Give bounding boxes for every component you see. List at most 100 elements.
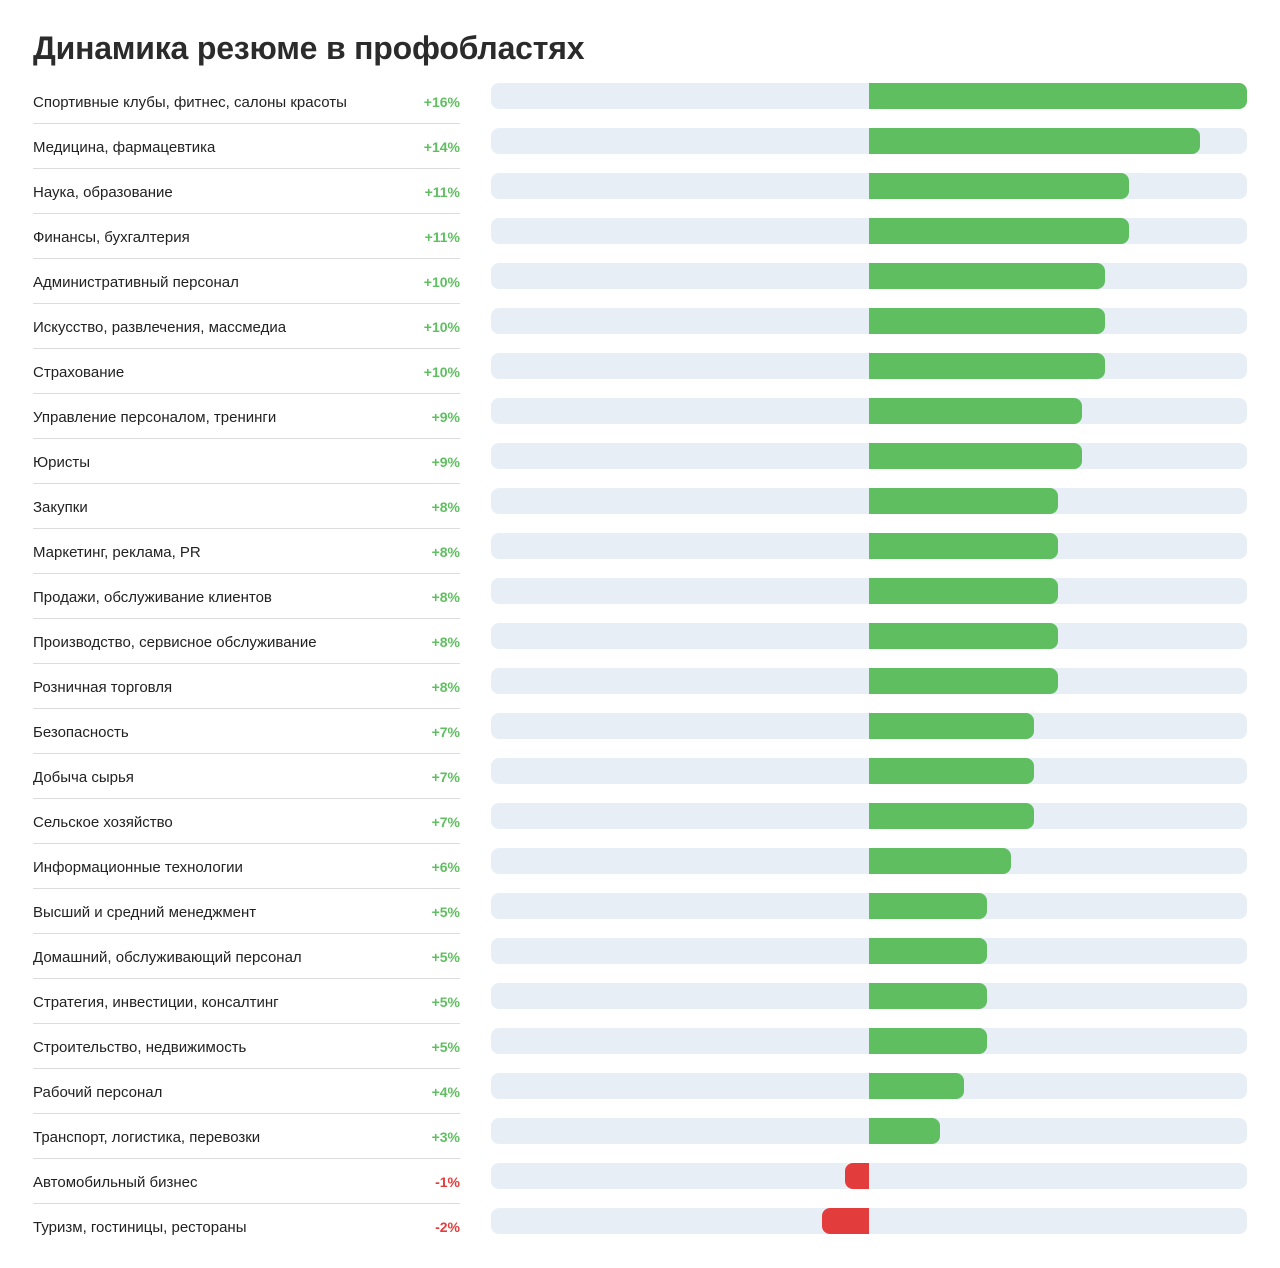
category-label: Управление персоналом, тренинги: [33, 409, 277, 426]
row-divider: [33, 1023, 460, 1024]
bar-row: Закупки +8%: [0, 488, 1280, 537]
bar: [869, 173, 1129, 199]
value-label: +16%: [423, 94, 460, 110]
bar: [869, 1028, 988, 1054]
bar-row: Производство, сервисное обслуживание +8%: [0, 623, 1280, 672]
value-label: +4%: [431, 1084, 460, 1100]
category-label: Сельское хозяйство: [33, 814, 173, 831]
category-label: Информационные технологии: [33, 859, 243, 876]
value-label: -1%: [435, 1174, 460, 1190]
row-divider: [33, 483, 460, 484]
bar-row: Медицина, фармацевтика +14%: [0, 128, 1280, 177]
row-divider: [33, 303, 460, 304]
row-divider: [33, 978, 460, 979]
value-label: +11%: [424, 229, 460, 245]
row-divider: [33, 753, 460, 754]
row-divider: [33, 888, 460, 889]
category-label: Спортивные клубы, фитнес, салоны красоты: [33, 94, 347, 111]
bar-row: Безопасность +7%: [0, 713, 1280, 762]
bar-row: Страхование +10%: [0, 353, 1280, 402]
bar-row: Строительство, недвижимость +5%: [0, 1028, 1280, 1077]
bar: [869, 623, 1058, 649]
value-label: +10%: [423, 274, 460, 290]
bar: [869, 938, 988, 964]
category-label: Юристы: [33, 454, 91, 471]
bar-row: Стратегия, инвестиции, консалтинг +5%: [0, 983, 1280, 1032]
row-divider: [33, 1158, 460, 1159]
category-label: Домашний, обслуживающий персонал: [33, 949, 302, 966]
category-label: Производство, сервисное обслуживание: [33, 634, 317, 651]
value-label: +10%: [423, 319, 460, 335]
bar: [869, 83, 1247, 109]
bar: [869, 218, 1129, 244]
value-label: +6%: [431, 859, 460, 875]
bar-row: Продажи, обслуживание клиентов +8%: [0, 578, 1280, 627]
bar-row: Туризм, гостиницы, рестораны -2%: [0, 1208, 1280, 1257]
row-divider: [33, 1068, 460, 1069]
row-divider: [33, 258, 460, 259]
value-label: +11%: [424, 184, 460, 200]
bar: [869, 1118, 940, 1144]
row-divider: [33, 708, 460, 709]
bar-row: Финансы, бухгалтерия +11%: [0, 218, 1280, 267]
value-label: -2%: [435, 1219, 460, 1235]
row-divider: [33, 1203, 460, 1204]
bar-row: Транспорт, логистика, перевозки +3%: [0, 1118, 1280, 1167]
bar: [869, 758, 1035, 784]
row-divider: [33, 933, 460, 934]
row-divider: [33, 798, 460, 799]
bar: [869, 443, 1082, 469]
bar-row: Автомобильный бизнес -1%: [0, 1163, 1280, 1212]
bar: [869, 263, 1106, 289]
category-label: Транспорт, логистика, перевозки: [33, 1129, 261, 1146]
bar: [821, 1208, 869, 1234]
value-label: +5%: [431, 1039, 460, 1055]
row-divider: [33, 663, 460, 664]
value-label: +14%: [423, 139, 460, 155]
bar: [869, 983, 988, 1009]
bar: [869, 398, 1082, 424]
value-label: +8%: [431, 634, 460, 650]
row-divider: [33, 393, 460, 394]
value-label: +8%: [431, 544, 460, 560]
bar: [869, 578, 1058, 604]
bar-track: [491, 1208, 1247, 1234]
chart-title: Динамика резюме в профобластях: [33, 30, 585, 66]
row-divider: [33, 123, 460, 124]
bar-row: Информационные технологии +6%: [0, 848, 1280, 897]
bar: [869, 668, 1058, 694]
bar-row: Административный персонал +10%: [0, 263, 1280, 312]
bar: [869, 488, 1058, 514]
bar: [869, 893, 988, 919]
category-label: Безопасность: [33, 724, 129, 741]
bar-row: Управление персоналом, тренинги +9%: [0, 398, 1280, 447]
category-label: Страхование: [33, 364, 125, 381]
value-label: +7%: [431, 814, 460, 830]
category-label: Административный персонал: [33, 274, 239, 291]
category-label: Закупки: [33, 499, 88, 516]
value-label: +9%: [431, 454, 460, 470]
category-label: Автомобильный бизнес: [33, 1174, 198, 1191]
bar-row: Розничная торговля +8%: [0, 668, 1280, 717]
value-label: +10%: [423, 364, 460, 380]
value-label: +3%: [431, 1129, 460, 1145]
category-label: Финансы, бухгалтерия: [33, 229, 190, 246]
bar-row: Спортивные клубы, фитнес, салоны красоты…: [0, 83, 1280, 132]
bar: [845, 1163, 869, 1189]
bar: [869, 713, 1035, 739]
bar: [869, 1073, 964, 1099]
bar-row: Юристы +9%: [0, 443, 1280, 492]
bar: [869, 128, 1200, 154]
category-label: Высший и средний менеджмент: [33, 904, 257, 921]
value-label: +9%: [431, 409, 460, 425]
bar-row: Маркетинг, реклама, PR +8%: [0, 533, 1280, 582]
category-label: Медицина, фармацевтика: [33, 139, 216, 156]
value-label: +5%: [431, 904, 460, 920]
bar-row: Наука, образование +11%: [0, 173, 1280, 222]
row-divider: [33, 528, 460, 529]
bar: [869, 803, 1035, 829]
category-label: Рабочий персонал: [33, 1084, 163, 1101]
bar: [869, 533, 1058, 559]
value-label: +8%: [431, 499, 460, 515]
